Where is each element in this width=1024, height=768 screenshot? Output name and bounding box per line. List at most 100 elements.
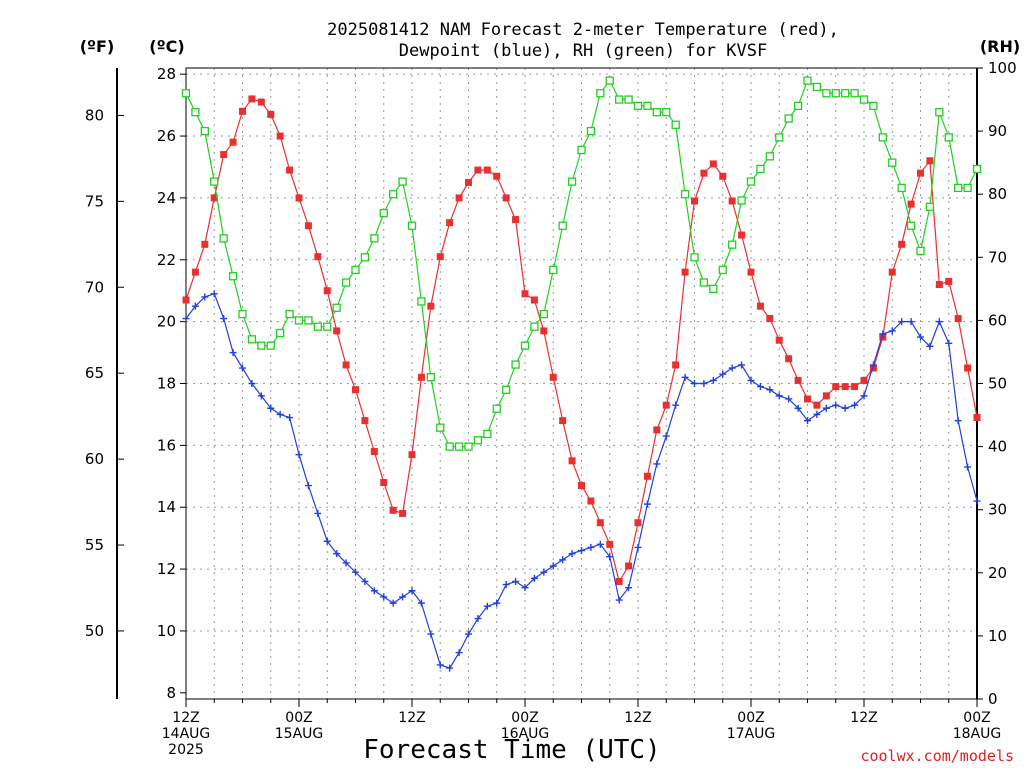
- dewpoint-point: [935, 318, 943, 326]
- chart-axes: [116, 67, 983, 707]
- temperature-point: [512, 216, 520, 224]
- rh-point: [370, 234, 379, 243]
- rh-point: [379, 208, 388, 218]
- rh-point: [454, 442, 464, 451]
- dewpoint-point: [945, 339, 953, 347]
- dewpoint-point: [389, 599, 397, 607]
- rh-point: [285, 309, 294, 319]
- rh-point: [841, 89, 850, 98]
- temperature-point: [785, 355, 793, 363]
- temperature-point: [201, 240, 209, 248]
- temperature-point: [954, 315, 962, 323]
- rh-tick-label: 90: [988, 122, 1007, 140]
- rh-point: [671, 120, 680, 129]
- temperature-point: [248, 95, 256, 103]
- temperature-point: [606, 540, 614, 548]
- rh-point: [464, 442, 473, 451]
- temperature-point: [446, 219, 454, 227]
- rh-point: [426, 373, 435, 382]
- dewpoint-point: [907, 318, 915, 326]
- series-temperature: [182, 95, 981, 585]
- dewpoint-point: [653, 460, 661, 468]
- dewpoint-point: [851, 401, 859, 409]
- dewpoint-point: [709, 376, 717, 384]
- temperature-point: [286, 166, 294, 174]
- temperature-point: [888, 268, 896, 276]
- x-axis-title: Forecast Time (UTC): [363, 735, 660, 765]
- rh-point: [709, 284, 718, 294]
- rh-point: [756, 164, 765, 174]
- temperature-point: [926, 157, 934, 165]
- rh-point: [577, 145, 586, 155]
- x-tick-label: 12Z: [398, 710, 425, 726]
- rh-point: [332, 303, 341, 312]
- temperature-point: [455, 194, 463, 202]
- rh-point: [869, 101, 878, 111]
- dewpoint-point: [427, 630, 435, 638]
- temperature-point: [728, 197, 736, 205]
- dewpoint-point: [964, 463, 972, 471]
- rh-point: [680, 190, 690, 199]
- rh-point: [662, 108, 671, 117]
- rh-point: [944, 133, 953, 142]
- rh-point: [972, 164, 982, 174]
- dewpoint-point: [257, 392, 265, 400]
- dewpoint-point: [304, 482, 312, 490]
- temperature-point: [917, 169, 924, 177]
- temperature-point: [427, 302, 435, 310]
- unit-label-celsius: (ºC): [149, 37, 184, 56]
- x-tick-label: 15AUG: [275, 726, 324, 742]
- rh-tick-label: 20: [988, 564, 1007, 582]
- rh-point: [586, 126, 596, 136]
- rh-point: [417, 297, 426, 306]
- rh-point: [389, 190, 398, 199]
- dewpoint-point: [333, 550, 341, 558]
- dewpoint-point: [869, 361, 877, 369]
- source-credit: coolwx.com/models: [860, 747, 1014, 765]
- dewpoint-point: [879, 330, 887, 338]
- dewpoint-point: [201, 293, 209, 301]
- rh-point: [549, 265, 558, 275]
- temperature-point: [257, 98, 265, 106]
- x-tick-label: 12Z: [850, 710, 877, 726]
- rh-point: [492, 404, 501, 413]
- dewpoint-point: [286, 414, 294, 422]
- dewpoint-point: [267, 404, 275, 412]
- temperature-point: [634, 519, 642, 527]
- dewpoint-point: [587, 543, 595, 551]
- temperature-point: [738, 231, 746, 239]
- temperature-point: [276, 132, 284, 140]
- dewpoint-point: [681, 373, 689, 381]
- temperature-point: [898, 240, 906, 248]
- fahrenheit-tick-label: 70: [85, 278, 104, 296]
- rh-tick-label: 30: [988, 501, 1007, 519]
- temperature-point: [700, 169, 708, 177]
- rh-point: [407, 221, 417, 230]
- rh-point: [775, 133, 784, 142]
- rh-point: [728, 240, 737, 249]
- temperature-point: [352, 386, 359, 394]
- rh-point: [304, 316, 313, 325]
- dewpoint-point: [596, 540, 604, 548]
- rh-point: [643, 101, 652, 111]
- rh-point: [793, 101, 803, 111]
- temperature-point: [483, 166, 491, 174]
- rh-point: [502, 385, 511, 394]
- dewpoint-point: [898, 318, 906, 326]
- rh-point: [520, 341, 530, 350]
- temperature-point: [333, 327, 341, 335]
- rh-point: [888, 158, 897, 167]
- dewpoint-point: [973, 497, 981, 505]
- dewpoint-point: [926, 342, 934, 350]
- temperature-point: [775, 336, 783, 344]
- temperature-point: [794, 376, 802, 384]
- temperature-point: [841, 383, 849, 391]
- temperature-point: [662, 401, 670, 409]
- rh-point: [228, 272, 238, 281]
- rh-point: [191, 108, 200, 117]
- dewpoint-point: [691, 380, 698, 387]
- temperature-point: [304, 222, 312, 230]
- dewpoint-point: [794, 404, 802, 412]
- rh-point: [897, 183, 906, 193]
